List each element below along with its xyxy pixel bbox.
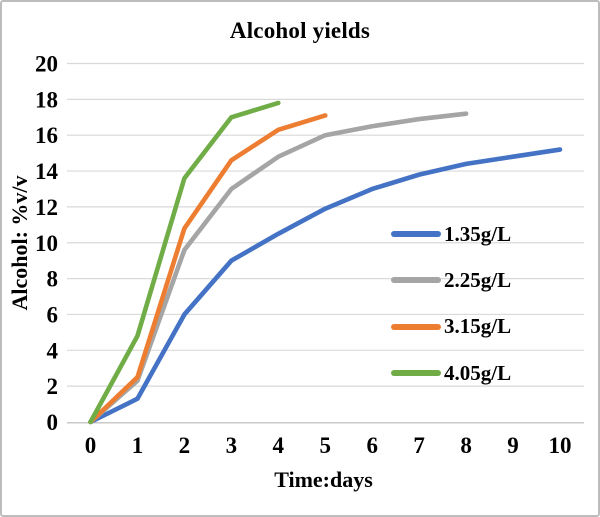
x-tick-label-1: 1 [132,433,144,458]
x-tick-label-5: 5 [320,433,332,458]
y-tick-label-2: 2 [47,374,59,399]
x-tick-label-7: 7 [413,433,425,458]
x-axis-title: Time:days [274,467,373,492]
legend-label-1.35g/L: 1.35g/L [444,221,512,246]
legend-entry-4.05g/L: 4.05g/L [391,350,511,396]
legend-swatch-2.25g/L [391,277,441,284]
y-tick-label-0: 0 [47,410,59,435]
series-line-4.05g/L [88,100,281,425]
legend-label-3.15g/L: 3.15g/L [444,314,512,339]
y-tick-label-10: 10 [35,231,58,256]
legend-entry-2.25g/L: 2.25g/L [391,257,511,303]
y-tick-label-14: 14 [35,159,59,184]
series-line-1.35g/L [88,147,563,425]
x-tick-label-4: 4 [273,433,285,458]
y-tick-label-8: 8 [47,267,59,292]
x-tick-label-3: 3 [226,433,238,458]
x-tick-label-9: 9 [507,433,519,458]
y-tick-label-20: 20 [35,52,58,77]
y-tick-label-18: 18 [35,87,58,112]
y-tick-label-16: 16 [35,123,58,148]
x-tick-label-2: 2 [179,433,191,458]
series-line-3.15g/L [88,113,328,425]
legend-swatch-4.05g/L [391,370,441,377]
legend-label-2.25g/L: 2.25g/L [444,267,512,292]
x-tick-label-10: 10 [549,433,572,458]
series-line-2.25g/L [88,111,469,425]
legend-swatch-1.35g/L [391,231,441,237]
legend-label-4.05g/L: 4.05g/L [444,360,512,385]
chart-title: Alcohol yields [229,18,371,43]
x-tick-label-6: 6 [366,433,378,458]
legend-entry-3.15g/L: 3.15g/L [391,304,511,350]
legend-swatch-3.15g/L [391,323,441,330]
legend-entry-1.35g/L: 1.35g/L [391,211,511,257]
y-tick-label-6: 6 [47,302,59,327]
x-tick-label-8: 8 [460,433,472,458]
y-tick-label-12: 12 [35,195,58,220]
y-tick-label-4: 4 [47,338,59,363]
x-tick-label-0: 0 [85,433,97,458]
